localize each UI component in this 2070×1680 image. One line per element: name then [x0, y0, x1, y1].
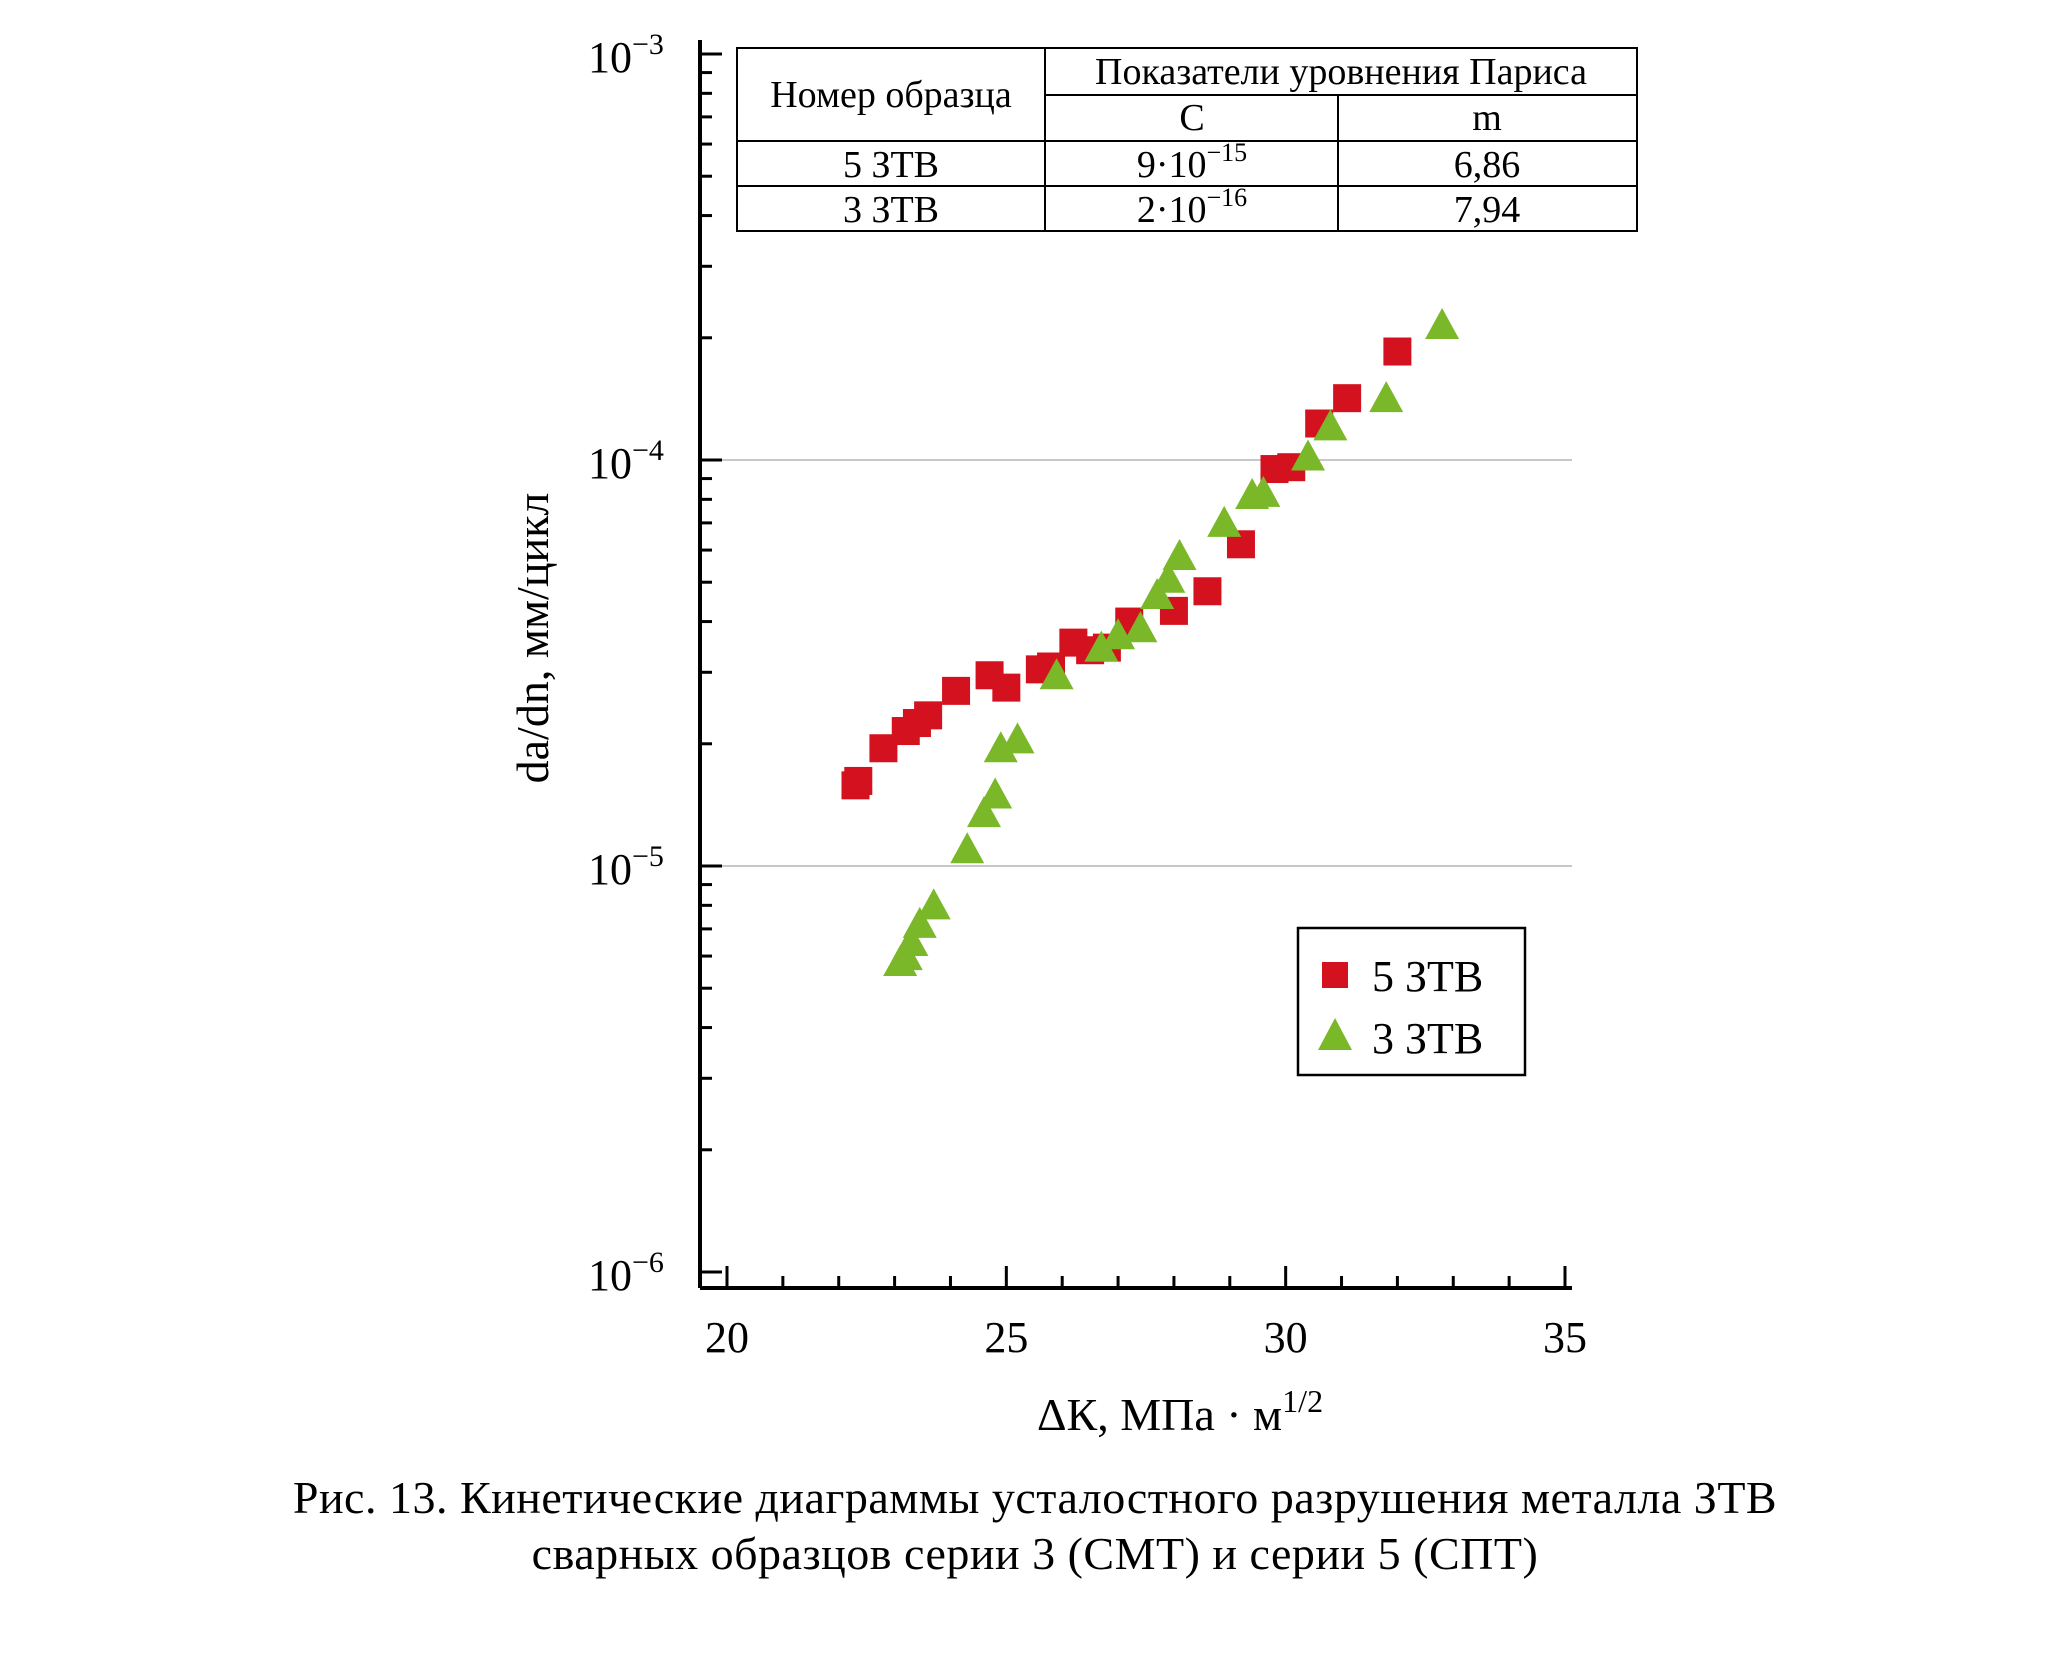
table-row-m: 7,94: [1454, 189, 1521, 231]
y-tick-label: 10−4: [588, 434, 664, 488]
data-point-square: [1193, 577, 1222, 606]
table-border: [736, 47, 1638, 232]
data-point-square: [1383, 337, 1412, 366]
data-point-square: [1333, 384, 1362, 413]
legend-label-5: 5 ЗТВ: [1372, 952, 1483, 1001]
table-row-c: 9·10−15: [1137, 138, 1247, 186]
legend-marker-triangle: [1318, 1018, 1352, 1050]
data-point-triangle: [1151, 561, 1186, 593]
table-header-c: С: [1179, 97, 1204, 139]
data-point-triangle: [1140, 578, 1175, 610]
table-row-c-exp: −15: [1206, 138, 1247, 167]
data-point-triangle: [1000, 722, 1035, 754]
data-point-triangle: [1425, 308, 1460, 340]
x-tick-label: 20: [705, 1313, 749, 1362]
table-row-sample: 5 ЗТВ: [843, 144, 939, 186]
table-header-m: m: [1472, 97, 1502, 139]
data-point-triangle: [1313, 409, 1348, 441]
data-point-triangle: [1369, 381, 1404, 413]
x-axis-title-sup: 1/2: [1282, 1383, 1323, 1419]
legend-box: [1296, 926, 1527, 1077]
y-axis-title: da/dn, мм/цикл: [507, 493, 558, 784]
y-tick-labels: 10−3 10−4 10−5 10−6: [588, 28, 664, 1300]
x-tick-label: 30: [1264, 1313, 1308, 1362]
table-row-c-exp: −16: [1206, 183, 1247, 212]
table-row-c-base: 9·10: [1137, 144, 1207, 186]
x-axis-title: ΔК, МПа · м1/2: [1037, 1383, 1323, 1440]
y-tick-label: 10−6: [588, 1246, 664, 1300]
figure-caption-line2: сварных образцов серии 3 (СМТ) и серии 5…: [531, 1528, 1539, 1579]
y-tick-label: 10−3: [588, 28, 664, 82]
x-axis-ticks: [725, 1266, 1567, 1288]
table-header-group: Показатели уровнения Париса: [1095, 51, 1587, 93]
data-point-triangle: [894, 924, 929, 956]
table-row-sample: 3 ЗТВ: [843, 189, 939, 231]
x-tick-label: 25: [984, 1313, 1028, 1362]
legend: 5 ЗТВ 3 ЗТВ: [1296, 926, 1527, 1077]
table-row-m: 6,86: [1454, 144, 1521, 186]
x-tick-labels: 20 25 30 35: [705, 1313, 1587, 1362]
data-point-square: [992, 673, 1021, 702]
gridlines: [700, 459, 1572, 867]
paris-table: Номер образца Показатели уровнения Парис…: [736, 47, 1638, 232]
data-point-triangle: [1039, 658, 1074, 690]
x-axis-title-main: ΔК, МПа · м: [1037, 1389, 1282, 1440]
y-tick-label: 10−5: [588, 840, 664, 894]
data-marks: [841, 308, 1460, 977]
data-point-square: [914, 701, 943, 730]
table-header-sample: Номер образца: [770, 74, 1012, 116]
data-point-triangle: [978, 777, 1013, 809]
table-row-c: 2·10−16: [1137, 183, 1247, 231]
data-point-triangle: [916, 888, 951, 920]
data-point-triangle: [1162, 539, 1197, 571]
data-point-triangle: [983, 731, 1018, 763]
data-point-square: [942, 676, 971, 705]
table-row-c-base: 2·10: [1137, 189, 1207, 231]
x-tick-label: 35: [1543, 1313, 1587, 1362]
data-point-triangle: [1123, 611, 1158, 643]
data-point-triangle: [1246, 475, 1281, 507]
legend-label-3: 3 ЗТВ: [1372, 1014, 1483, 1063]
y-axis-ticks: [700, 52, 722, 1274]
legend-marker-square: [1322, 962, 1348, 988]
data-point-triangle: [1207, 505, 1242, 537]
data-point-triangle: [1291, 439, 1326, 471]
figure-caption-line1: Рис. 13. Кинетические диаграммы усталост…: [292, 1472, 1778, 1523]
data-point-square: [844, 766, 873, 795]
data-point-triangle: [1084, 630, 1119, 662]
data-point-triangle: [966, 796, 1001, 828]
data-point-triangle: [902, 906, 937, 938]
data-point-triangle: [950, 832, 985, 864]
